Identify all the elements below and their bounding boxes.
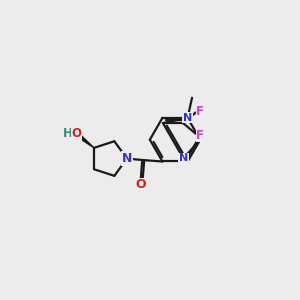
Text: H: H — [63, 127, 73, 140]
Text: O: O — [71, 127, 82, 140]
Polygon shape — [79, 135, 94, 148]
Text: N: N — [179, 153, 188, 164]
Text: ·: · — [70, 127, 74, 140]
Text: N: N — [183, 113, 192, 123]
Text: N: N — [122, 152, 132, 165]
Text: F: F — [196, 129, 204, 142]
Text: F: F — [196, 104, 204, 118]
Text: O: O — [135, 178, 146, 191]
